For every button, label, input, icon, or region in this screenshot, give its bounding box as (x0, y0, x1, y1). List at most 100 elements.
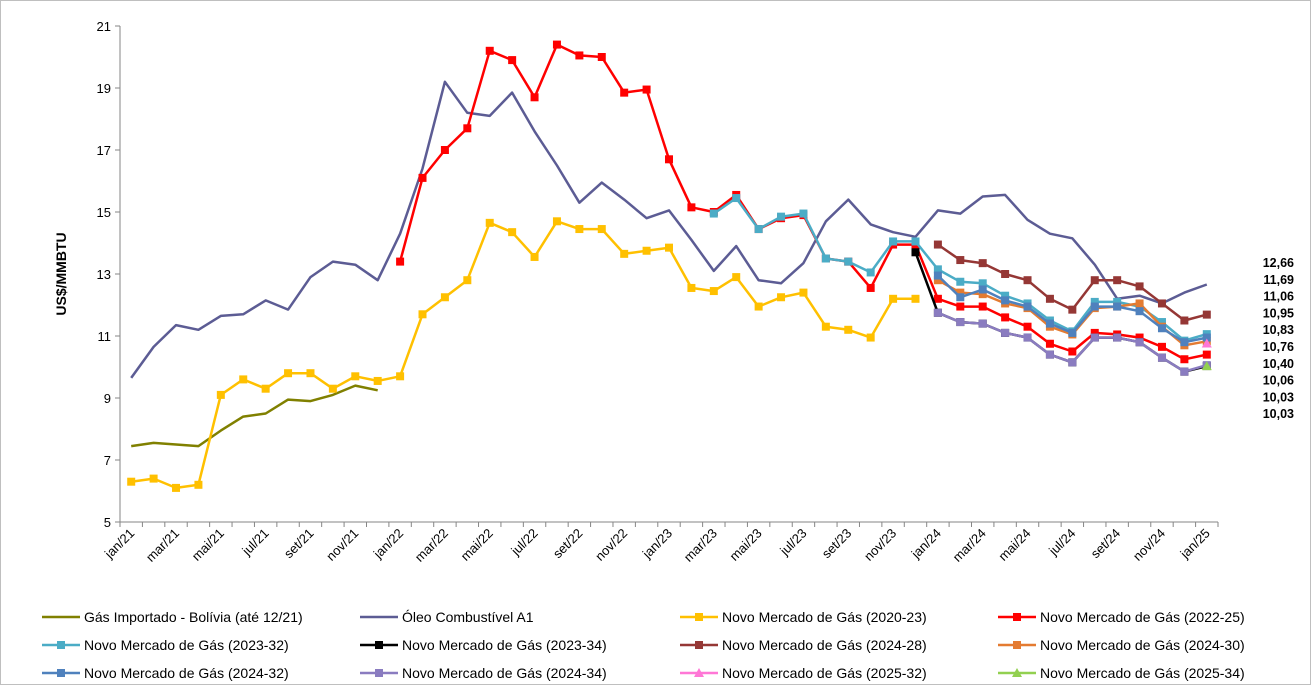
data-point (1068, 305, 1077, 314)
data-point (1180, 338, 1189, 347)
data-point (933, 308, 942, 317)
data-point (1023, 333, 1032, 342)
legend-label: Novo Mercado de Gás (2023-34) (402, 637, 607, 653)
data-point (642, 246, 651, 255)
data-point (1157, 318, 1166, 327)
data-point (889, 294, 898, 303)
legend-label: Novo Mercado de Gás (2024-34) (402, 665, 607, 681)
data-point (1045, 350, 1054, 359)
data-point (956, 288, 965, 297)
data-point (821, 322, 830, 331)
data-point (911, 237, 920, 246)
data-point (1180, 367, 1189, 376)
y-tick-label: 13 (97, 267, 111, 282)
data-point (978, 279, 987, 288)
data-point (127, 477, 136, 486)
data-point (306, 369, 315, 378)
data-point (1135, 333, 1144, 342)
data-point (440, 293, 449, 302)
data-point (1202, 310, 1211, 319)
y-tick-label: 7 (104, 453, 111, 468)
data-point (508, 228, 517, 237)
data-point (1180, 316, 1189, 325)
data-point (1135, 282, 1144, 291)
data-point (732, 273, 741, 282)
y-tick-label: 15 (97, 205, 111, 220)
data-point (978, 319, 987, 328)
legend-label: Novo Mercado de Gás (2024-28) (722, 637, 927, 653)
data-point (1023, 322, 1032, 331)
legend-marker (694, 668, 704, 677)
data-point (799, 209, 808, 218)
data-point (1068, 328, 1077, 337)
data-point (373, 376, 382, 385)
value-label: 11,06 (1263, 290, 1294, 304)
data-point (956, 318, 965, 327)
legend-marker (1013, 641, 1021, 649)
data-point (552, 40, 561, 49)
series-line (130, 80, 1208, 379)
data-point (933, 276, 942, 285)
data-point (239, 375, 248, 384)
data-point (821, 254, 830, 263)
value-label: 10,03 (1263, 390, 1294, 404)
data-point (418, 310, 427, 319)
data-point (1023, 276, 1032, 285)
data-point (866, 333, 875, 342)
data-point (552, 217, 561, 226)
value-label: 10,06 (1263, 374, 1294, 388)
value-label: 10,76 (1263, 340, 1294, 354)
data-point (485, 46, 494, 55)
value-label: 10,95 (1263, 306, 1294, 320)
data-point (1113, 302, 1122, 311)
data-point (642, 85, 651, 94)
y-tick-label: 21 (97, 19, 111, 34)
data-point (1202, 333, 1211, 342)
data-point (1157, 324, 1166, 333)
data-point (620, 88, 629, 97)
legend-marker (1013, 613, 1021, 621)
legend-label: Gás Importado - Bolívia (até 12/21) (84, 609, 303, 625)
data-point (866, 283, 875, 292)
data-point (284, 369, 293, 378)
legend-marker (375, 669, 383, 677)
legend-label: Óleo Combustível A1 (402, 609, 534, 625)
value-label: 10,40 (1263, 357, 1294, 371)
series-line (131, 384, 378, 448)
data-point (396, 372, 405, 381)
legend-marker (695, 641, 703, 649)
data-point (978, 290, 987, 299)
legend-marker (57, 669, 65, 677)
data-point (351, 372, 360, 381)
y-tick-label: 11 (98, 329, 112, 344)
data-point (956, 256, 965, 265)
data-point (418, 173, 427, 182)
legend-label: Novo Mercado de Gás (2025-32) (722, 665, 927, 681)
data-point (1090, 328, 1099, 337)
data-point (216, 390, 225, 399)
data-point (978, 259, 987, 268)
data-point (575, 225, 584, 234)
data-point (709, 209, 718, 218)
data-point (1201, 338, 1212, 348)
y-tick-label: 9 (104, 391, 111, 406)
legend-label: Novo Mercado de Gás (2022-25) (1040, 609, 1245, 625)
data-point (978, 285, 987, 294)
data-point (328, 384, 337, 393)
data-point (396, 257, 405, 266)
data-point (844, 325, 853, 334)
data-point (933, 240, 942, 249)
legend-marker (1012, 668, 1022, 677)
data-point (978, 302, 987, 311)
value-label: 10,03 (1263, 407, 1294, 421)
data-point (866, 268, 875, 277)
legend-marker (695, 613, 703, 621)
data-point (1113, 333, 1122, 342)
data-point (1090, 276, 1099, 285)
data-point (933, 294, 942, 303)
data-point (1180, 355, 1189, 364)
data-point (1135, 299, 1144, 308)
data-point (620, 249, 629, 258)
data-point (575, 51, 584, 60)
